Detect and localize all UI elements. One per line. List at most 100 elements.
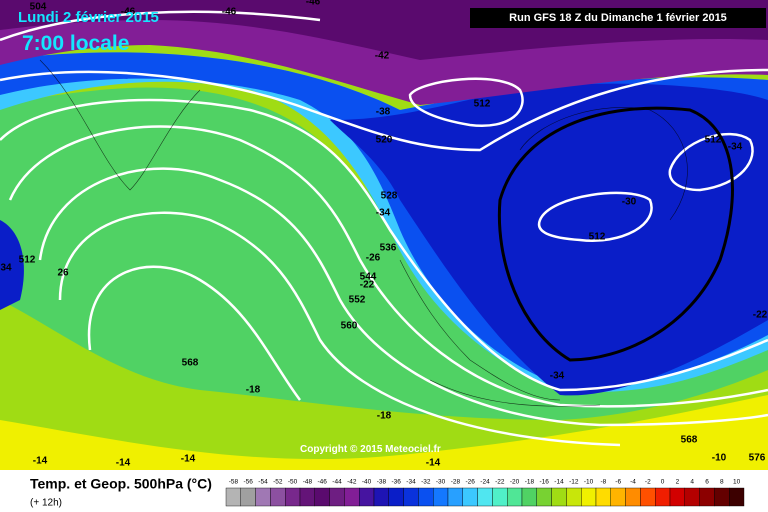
legend-label: -20 — [510, 479, 520, 486]
legend-label: -26 — [465, 479, 475, 486]
contour-label: -14 — [426, 458, 441, 469]
contour-label: -46 — [222, 7, 237, 18]
legend-swatch — [270, 487, 286, 507]
contour-label: 552 — [349, 295, 366, 306]
contour-label: 512 — [705, 135, 722, 146]
legend-swatch — [684, 487, 700, 507]
contour-label: 544 — [360, 272, 377, 283]
legend-label: -14 — [554, 479, 564, 486]
contour-label: -46 — [306, 0, 321, 8]
warm-region — [0, 395, 768, 470]
legend-label: -10 — [584, 479, 594, 486]
contour-label: 568 — [182, 358, 199, 369]
contour-label: 536 — [380, 243, 397, 254]
legend-label: -6 — [615, 479, 621, 486]
legend-swatch — [536, 487, 552, 507]
legend-swatch — [329, 487, 345, 507]
legend-label: -2 — [645, 479, 651, 486]
legend-label: 10 — [733, 479, 741, 486]
contour-label: 528 — [381, 191, 398, 202]
contour-label: -18 — [377, 411, 392, 422]
contour-label: 520 — [376, 135, 393, 146]
contour-label: 568 — [681, 435, 698, 446]
contour-label: -34 — [376, 208, 391, 219]
legend-swatch — [610, 487, 626, 507]
legend-swatch — [699, 487, 715, 507]
legend-swatch — [344, 487, 360, 507]
footer-title: Temp. et Geop. 500hPa (°C) — [30, 476, 212, 492]
forecast-date: Lundi 2 février 2015 — [18, 9, 159, 26]
cold-pocket — [0, 220, 24, 310]
contour-label: 512 — [589, 232, 606, 243]
legend-swatch — [285, 487, 301, 507]
run-info: Run GFS 18 Z du Dimanche 1 février 2015 — [509, 12, 727, 24]
legend-swatch — [373, 487, 390, 507]
legend-label: 2 — [676, 479, 680, 486]
legend-swatch — [551, 487, 567, 507]
legend-label: -50 — [288, 479, 298, 486]
contour-label: -34 — [728, 142, 743, 153]
contour-label: 26 — [57, 268, 69, 279]
legend-swatch — [566, 487, 582, 507]
contour-label: -34 — [550, 371, 565, 382]
legend-label: 6 — [705, 479, 709, 486]
contour-label: 504 — [30, 2, 47, 13]
legend-label: 0 — [661, 479, 665, 486]
legend-label: -38 — [377, 479, 387, 486]
legend-swatch — [388, 487, 404, 507]
legend-label: -52 — [273, 479, 283, 486]
contour-label: -14 — [116, 458, 131, 469]
legend-swatch — [299, 487, 316, 507]
legend-label: -16 — [539, 479, 549, 486]
legend-label: -46 — [317, 479, 327, 486]
map: 504 -46 -46 -46 -42 -38 512 520 512 -34 528 -34 -30 5… — [0, 0, 768, 470]
legend-label: -44 — [332, 479, 342, 486]
contour-label: 34 — [0, 263, 12, 274]
legend-label: -36 — [391, 479, 401, 486]
legend-swatch — [433, 487, 449, 507]
contour-label: -30 — [622, 197, 637, 208]
legend-swatch — [225, 487, 242, 507]
legend-label: -56 — [243, 479, 253, 486]
contour-labels: 504 -46 -46 -46 -42 -38 512 520 512 -34 528 -34 -30 5… — [0, 0, 767, 469]
legend-swatch — [240, 487, 256, 507]
legend-label: -28 — [451, 479, 461, 486]
contour-label: -14 — [33, 456, 48, 467]
legend-swatch — [714, 487, 730, 507]
legend-label: -32 — [421, 479, 431, 486]
contour-label: -42 — [375, 51, 390, 62]
legend-swatch — [359, 487, 375, 507]
forecast-time: 7:00 locale — [22, 32, 129, 55]
copyright: Copyright © 2015 Meteociel.fr — [300, 444, 441, 455]
legend-swatch — [595, 487, 612, 507]
legend-swatch — [462, 487, 478, 507]
legend-swatch — [403, 487, 419, 507]
contour-label: 512 — [474, 99, 491, 110]
run-box — [470, 8, 766, 28]
legend-label: -22 — [495, 479, 505, 486]
legend-swatch — [418, 487, 434, 507]
legend-swatch — [314, 487, 330, 507]
legend-swatch — [255, 487, 271, 507]
legend-swatch — [640, 487, 656, 507]
legend-label: -58 — [229, 479, 239, 486]
legend: -58 -56 -54 -52 -50 -48 -46 -44 -42 -40 -38 -36 -34-… — [225, 479, 745, 507]
contour-label: 576 — [749, 453, 766, 464]
contour-label: 560 — [341, 321, 358, 332]
legend-swatch — [447, 487, 464, 507]
legend-label: -40 — [362, 479, 372, 486]
legend-swatch — [669, 487, 686, 507]
legend-label: -34 — [406, 479, 416, 486]
legend-swatch — [581, 487, 597, 507]
contour-label: -14 — [181, 454, 196, 465]
contour-label: -22 — [753, 310, 768, 321]
legend-swatch — [729, 487, 745, 507]
legend-label: 4 — [690, 479, 694, 486]
trough-contour — [497, 106, 734, 362]
legend-label: -18 — [525, 479, 535, 486]
legend-label: -42 — [347, 479, 357, 486]
contour-label: -18 — [246, 385, 261, 396]
legend-label: -54 — [258, 479, 268, 486]
contour-label: -38 — [376, 107, 391, 118]
